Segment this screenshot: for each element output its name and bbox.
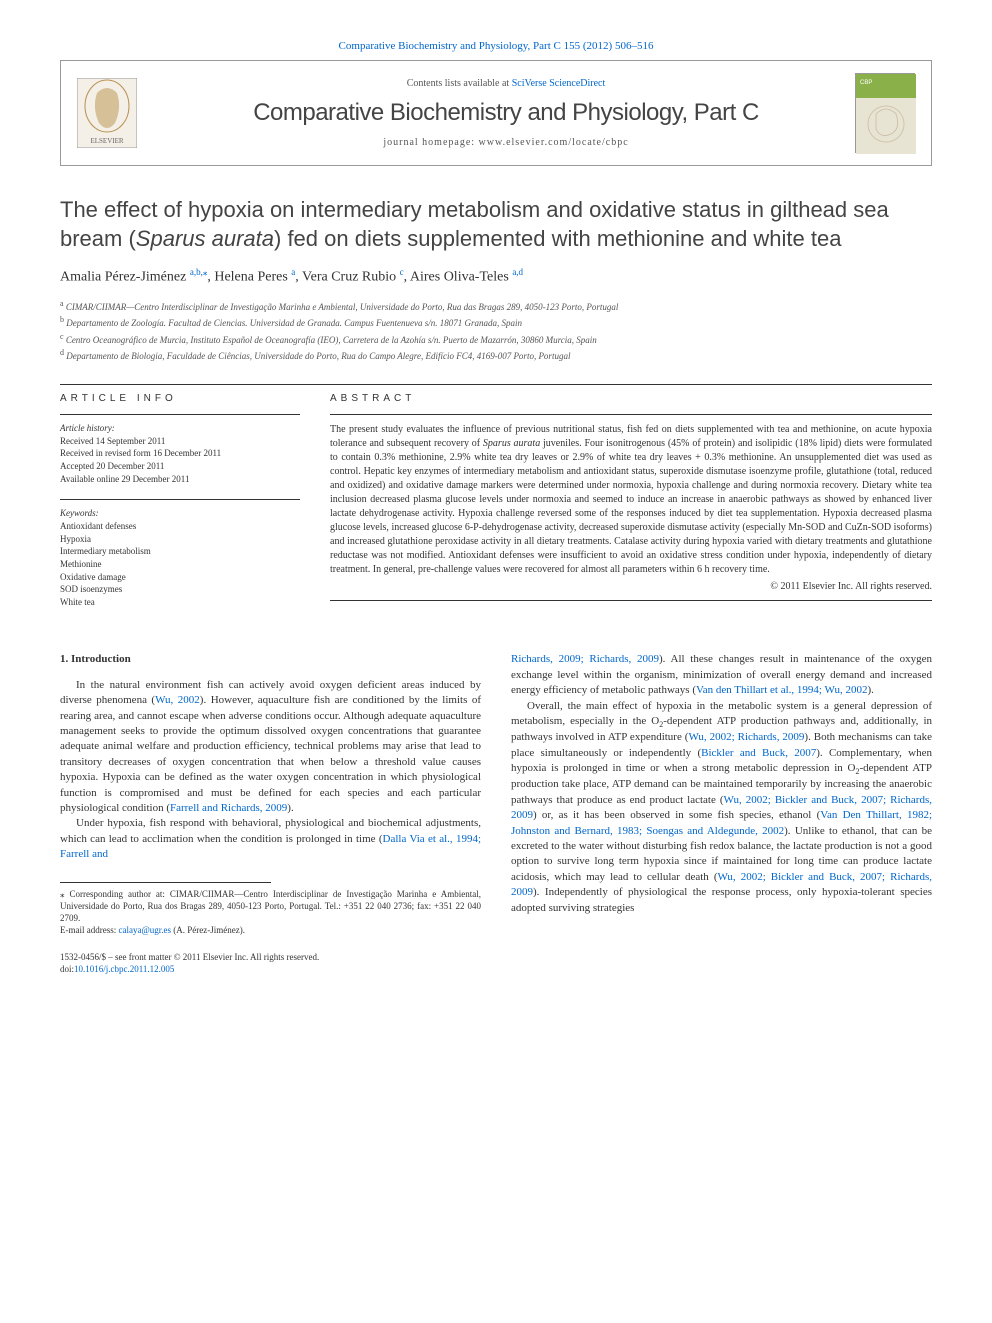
keyword: Intermediary metabolism xyxy=(60,545,300,558)
body-two-column: 1. Introduction In the natural environme… xyxy=(60,652,932,975)
revised-date: Received in revised form 16 December 201… xyxy=(60,447,300,460)
email-label: E-mail address: xyxy=(60,925,118,935)
sciverse-link[interactable]: SciVerse ScienceDirect xyxy=(512,78,606,89)
divider xyxy=(60,384,932,385)
affiliation-a: a CIMAR/CIIMAR—Centro Interdisciplinar d… xyxy=(60,298,932,315)
keyword: SOD isoenzymes xyxy=(60,583,300,596)
history-label: Article history: xyxy=(60,423,300,433)
front-matter-line: 1532-0456/$ – see front matter © 2011 El… xyxy=(60,952,481,964)
received-date: Received 14 September 2011 xyxy=(60,435,300,448)
svg-text:ELSEVIER: ELSEVIER xyxy=(90,137,123,145)
citation-link[interactable]: Farrell and Richards, 2009 xyxy=(170,802,287,814)
corresponding-author-footnote: ⁎ Corresponding author at: CIMAR/CIIMAR—… xyxy=(60,889,481,936)
journal-name: Comparative Biochemistry and Physiology,… xyxy=(157,99,855,127)
email-link[interactable]: calaya@ugr.es xyxy=(118,925,171,935)
doi-prefix: doi: xyxy=(60,964,74,974)
title-species: Sparus aurata xyxy=(136,226,274,251)
intro-paragraph-2: Under hypoxia, fish respond with behavio… xyxy=(60,816,481,862)
divider xyxy=(60,499,300,500)
article-title: The effect of hypoxia on intermediary me… xyxy=(60,196,932,253)
journal-header: ELSEVIER Contents lists available at Sci… xyxy=(60,60,932,166)
online-date: Available online 29 December 2011 xyxy=(60,473,300,486)
keyword: Methionine xyxy=(60,558,300,571)
keyword: White tea xyxy=(60,596,300,609)
body-column-right: Richards, 2009; Richards, 2009). All the… xyxy=(511,652,932,975)
divider xyxy=(330,414,932,415)
author-1-aff: a,b, xyxy=(190,267,203,277)
citation-link[interactable]: Van den Thillart et al., 1994; Wu, 2002 xyxy=(696,684,867,696)
email-line: E-mail address: calaya@ugr.es (A. Pérez-… xyxy=(60,925,481,937)
body-column-left: 1. Introduction In the natural environme… xyxy=(60,652,481,975)
affiliation-d: d Departamento de Biologia, Faculdade de… xyxy=(60,347,932,364)
corr-author-text: ⁎ Corresponding author at: CIMAR/CIIMAR—… xyxy=(60,889,481,924)
article-history-block: Article history: Received 14 September 2… xyxy=(60,423,300,485)
citation-link[interactable]: Wu, 2002 xyxy=(155,694,200,706)
journal-cover-thumbnail: CBP xyxy=(855,73,915,153)
author-4-aff: a,d xyxy=(512,267,523,277)
homepage-prefix: journal homepage: xyxy=(383,137,478,148)
abstract-column: ABSTRACT The present study evaluates the… xyxy=(330,393,932,623)
keyword: Hypoxia xyxy=(60,533,300,546)
keywords-label: Keywords: xyxy=(60,508,300,518)
affiliations-block: a CIMAR/CIIMAR—Centro Interdisciplinar d… xyxy=(60,298,932,364)
svg-text:CBP: CBP xyxy=(860,80,872,86)
doi-line: doi:10.1016/j.cbpc.2011.12.005 xyxy=(60,964,481,976)
email-suffix: (A. Pérez-Jiménez). xyxy=(171,925,245,935)
author-3: Vera Cruz Rubio xyxy=(302,270,400,285)
affiliation-c: c Centro Oceanográfico de Murcia, Instit… xyxy=(60,331,932,348)
contents-prefix: Contents lists available at xyxy=(407,78,512,89)
accepted-date: Accepted 20 December 2011 xyxy=(60,460,300,473)
keywords-block: Keywords: Antioxidant defenses Hypoxia I… xyxy=(60,508,300,608)
divider xyxy=(60,414,300,415)
doi-link[interactable]: 10.1016/j.cbpc.2011.12.005 xyxy=(74,964,174,974)
elsevier-logo: ELSEVIER xyxy=(77,78,137,148)
front-matter-info: 1532-0456/$ – see front matter © 2011 El… xyxy=(60,952,481,975)
author-4: Aires Oliva-Teles xyxy=(410,270,512,285)
author-2: Helena Peres xyxy=(214,270,291,285)
article-info-heading: ARTICLE INFO xyxy=(60,393,300,404)
citation-link[interactable]: Bickler and Buck, 2007 xyxy=(701,747,816,759)
article-info-column: ARTICLE INFO Article history: Received 1… xyxy=(60,393,300,623)
journal-homepage-line: journal homepage: www.elsevier.com/locat… xyxy=(157,137,855,148)
abstract-text: The present study evaluates the influenc… xyxy=(330,423,932,577)
affiliation-b: b Departamento de Zoología. Facultad de … xyxy=(60,314,932,331)
introduction-heading: 1. Introduction xyxy=(60,652,481,667)
keyword: Oxidative damage xyxy=(60,571,300,584)
title-part2: ) fed on diets supplemented with methion… xyxy=(274,226,841,251)
citation-link[interactable]: Wu, 2002; Richards, 2009 xyxy=(688,731,804,743)
abstract-heading: ABSTRACT xyxy=(330,393,932,404)
divider xyxy=(330,600,932,601)
info-abstract-row: ARTICLE INFO Article history: Received 1… xyxy=(60,393,932,623)
citation-link[interactable]: Richards, 2009; Richards, 2009 xyxy=(511,653,659,665)
author-1: Amalia Pérez-Jiménez xyxy=(60,270,190,285)
footnote-divider xyxy=(60,882,271,883)
header-center: Contents lists available at SciVerse Sci… xyxy=(157,78,855,148)
contents-available-line: Contents lists available at SciVerse Sci… xyxy=(157,78,855,89)
page-container: Comparative Biochemistry and Physiology,… xyxy=(0,0,992,1016)
intro-paragraph-2-cont: Richards, 2009; Richards, 2009). All the… xyxy=(511,652,932,698)
species-italic: Sparus aurata xyxy=(483,438,540,449)
authors-line: Amalia Pérez-Jiménez a,b,⁎, Helena Peres… xyxy=(60,267,932,286)
intro-paragraph-1: In the natural environment fish can acti… xyxy=(60,678,481,817)
abstract-copyright: © 2011 Elsevier Inc. All rights reserved… xyxy=(330,581,932,592)
intro-paragraph-3: Overall, the main effect of hypoxia in t… xyxy=(511,699,932,916)
homepage-url[interactable]: www.elsevier.com/locate/cbpc xyxy=(479,137,629,148)
keyword: Antioxidant defenses xyxy=(60,520,300,533)
journal-citation-link[interactable]: Comparative Biochemistry and Physiology,… xyxy=(60,40,932,52)
